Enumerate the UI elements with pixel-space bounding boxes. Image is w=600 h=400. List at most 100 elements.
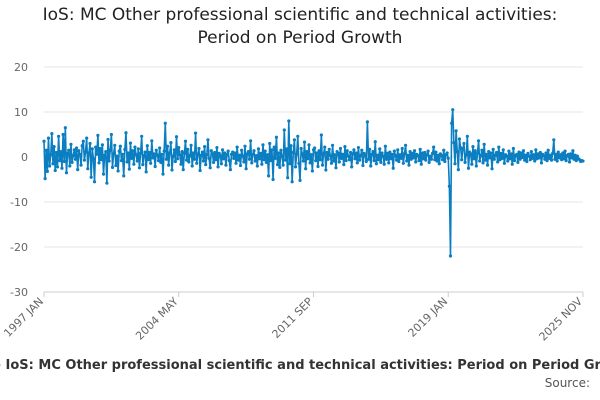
data-point	[485, 163, 490, 167]
data-point	[43, 177, 47, 181]
data-point	[209, 149, 213, 153]
data-point	[181, 168, 185, 172]
data-point	[101, 172, 106, 176]
data-point	[115, 154, 119, 158]
data-point	[378, 147, 382, 151]
data-point	[339, 156, 344, 160]
data-point	[227, 159, 231, 163]
data-point	[356, 145, 361, 150]
data-point	[266, 174, 271, 178]
data-point	[176, 157, 180, 161]
data-point	[511, 146, 515, 151]
data-point	[156, 159, 161, 163]
data-point	[481, 161, 485, 165]
data-point	[255, 164, 259, 168]
data-point	[273, 156, 277, 160]
data-point	[179, 162, 183, 166]
data-point	[324, 168, 328, 172]
data-point	[76, 168, 80, 172]
data-point	[286, 176, 290, 180]
data-point	[304, 167, 308, 171]
data-point	[418, 147, 422, 151]
y-tick-label: -10	[10, 196, 28, 209]
data-point	[332, 159, 336, 163]
data-point	[408, 150, 412, 154]
data-point	[92, 180, 97, 184]
data-point	[46, 136, 51, 140]
data-point	[202, 145, 207, 149]
data-point	[489, 151, 493, 155]
data-point	[446, 156, 450, 160]
data-point	[89, 175, 93, 179]
data-point	[290, 180, 294, 184]
data-point	[196, 152, 200, 156]
data-point	[316, 164, 320, 169]
data-point	[289, 144, 293, 148]
data-point	[98, 146, 102, 151]
data-point	[52, 145, 56, 149]
data-point	[199, 153, 203, 157]
data-point	[336, 151, 340, 155]
data-point	[557, 156, 562, 160]
data-point	[263, 149, 267, 153]
data-point	[68, 164, 72, 168]
data-point	[150, 139, 154, 143]
data-point	[144, 170, 148, 174]
data-point	[482, 142, 486, 146]
data-point	[117, 149, 121, 153]
data-point	[219, 162, 224, 166]
data-point	[313, 146, 317, 150]
data-point	[330, 143, 335, 147]
data-point	[388, 150, 392, 154]
data-point	[412, 149, 417, 153]
data-point	[90, 147, 94, 151]
x-tick-label: 2025 NOV	[537, 295, 586, 344]
data-point	[232, 156, 236, 160]
data-point	[244, 167, 248, 171]
data-point	[154, 148, 158, 152]
data-point	[71, 154, 75, 158]
data-point	[564, 159, 568, 163]
data-point	[190, 164, 194, 168]
data-point	[214, 158, 218, 162]
data-point	[416, 154, 420, 158]
data-point	[476, 139, 481, 143]
data-point	[512, 159, 517, 163]
data-point	[510, 162, 514, 166]
data-point	[556, 150, 560, 154]
data-point	[574, 159, 578, 163]
data-point	[200, 150, 204, 154]
y-tick-label: -20	[10, 241, 28, 254]
data-point	[109, 132, 113, 137]
data-point	[325, 150, 329, 155]
data-point	[490, 167, 494, 171]
data-point	[192, 157, 197, 161]
data-point	[292, 138, 297, 142]
data-point	[470, 162, 474, 166]
data-point	[258, 157, 262, 161]
data-point	[105, 181, 109, 185]
data-point	[42, 139, 46, 143]
data-point	[432, 145, 436, 149]
data-point	[447, 184, 451, 188]
data-point	[450, 121, 454, 125]
data-point	[323, 145, 327, 149]
data-point	[151, 156, 155, 160]
data-point	[484, 152, 489, 156]
data-point	[108, 148, 112, 152]
data-point	[234, 161, 238, 165]
data-point	[379, 160, 383, 164]
data-point	[218, 154, 222, 158]
data-point	[124, 131, 128, 135]
data-point	[334, 166, 338, 170]
data-point	[77, 149, 81, 153]
data-point	[350, 165, 354, 169]
data-point	[50, 132, 54, 136]
data-point	[575, 154, 579, 158]
data-point	[236, 158, 240, 162]
data-point	[185, 158, 189, 162]
data-point	[354, 151, 358, 155]
data-point	[161, 172, 165, 176]
data-point	[369, 164, 373, 168]
data-point	[60, 166, 64, 170]
